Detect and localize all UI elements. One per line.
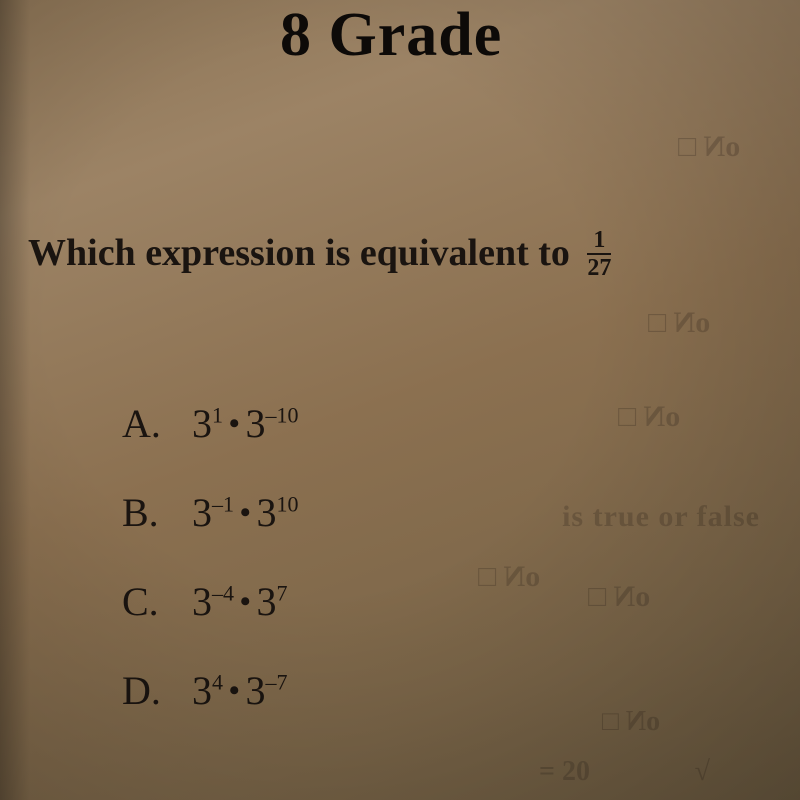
choice-c: C. 3–4•37 [122,578,299,625]
question-fraction: 1 27 [587,228,611,280]
bleedthrough-text: √ [695,756,710,788]
base: 3 [246,668,266,713]
bleedthrough-text: oN □ [648,306,710,340]
choice-letter: C. [122,578,192,625]
choice-b: B. 3–1•310 [122,489,299,536]
worksheet-photo: 8 Grade Which expression is equivalent t… [0,0,800,800]
choice-expression: 3–4•37 [192,578,288,625]
mult-dot-icon: • [223,674,246,707]
choice-expression: 3–1•310 [192,489,299,536]
base: 3 [246,401,266,446]
exponent: –10 [266,403,299,428]
bleedthrough-text: oN □ [602,706,660,738]
fraction-numerator: 1 [587,228,611,255]
exponent: 1 [212,403,223,428]
mult-dot-icon: • [223,407,246,440]
choice-expression: 34•3–7 [192,667,288,714]
exponent: –1 [212,492,234,517]
bleedthrough-text: oN □ [678,130,740,164]
fraction-denominator: 27 [587,255,611,280]
choice-a: A. 31•3–10 [122,400,299,447]
base: 3 [257,490,277,535]
bleedthrough-text: oN □ [478,560,540,594]
choice-expression: 31•3–10 [192,400,299,447]
base: 3 [192,490,212,535]
exponent: 4 [212,670,223,695]
base: 3 [257,579,277,624]
exponent: 7 [277,581,288,606]
base: 3 [192,668,212,713]
answer-choices: A. 31•3–10 B. 3–1•310 C. 3–4•37 D. 34•3–… [122,400,299,756]
exponent: –4 [212,581,234,606]
choice-letter: A. [122,400,192,447]
base: 3 [192,579,212,624]
photo-vignette [0,0,800,800]
page-edge-shadow [0,0,30,800]
exponent: –7 [266,670,288,695]
mult-dot-icon: • [234,496,257,529]
base: 3 [192,401,212,446]
choice-letter: D. [122,667,192,714]
choice-d: D. 34•3–7 [122,667,299,714]
question-stem: Which expression is equivalent to 1 27 [28,228,611,280]
bleedthrough-text: oN □ [588,580,650,614]
choice-letter: B. [122,489,192,536]
bleedthrough-text: = 20 [539,756,590,788]
question-text: Which expression is equivalent to [28,232,570,274]
exponent: 10 [277,492,299,517]
bleedthrough-text: is true or false [562,500,760,534]
mult-dot-icon: • [234,585,257,618]
bleedthrough-text: oN □ [618,400,680,434]
page-header-fragment: 8 Grade [280,0,502,71]
